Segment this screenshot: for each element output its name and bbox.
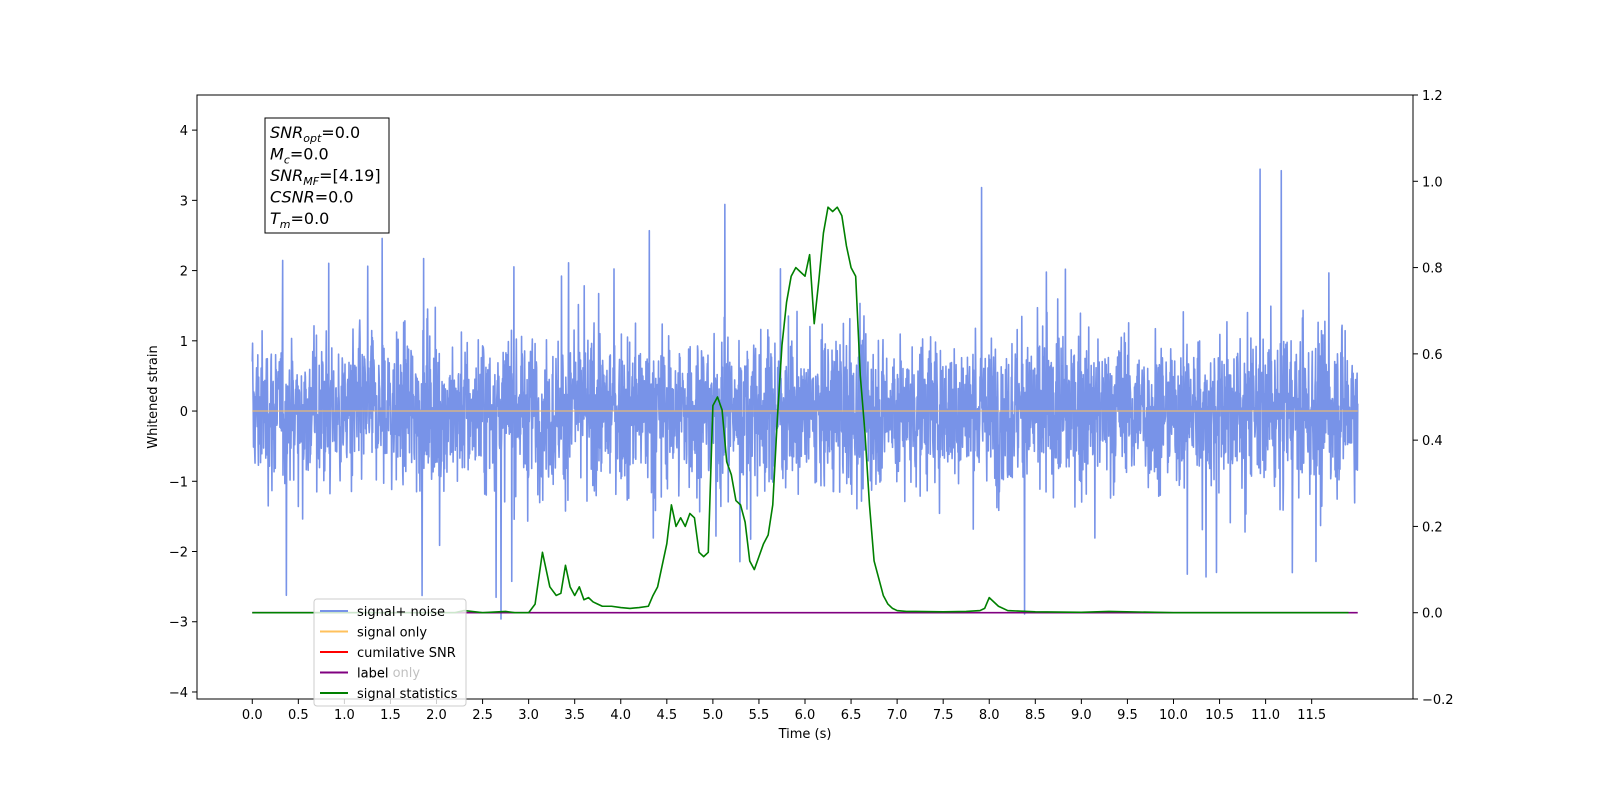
x-tick-label: 0.0 [242, 708, 263, 723]
legend-entry: signal+ noise [357, 605, 445, 620]
x-tick-label: 5.0 [703, 708, 724, 723]
legend-underlying-text: label only [357, 666, 420, 681]
legend-entry: signal statistics [357, 687, 458, 702]
x-tick-label: 0.5 [288, 708, 309, 723]
left-y-axis-label: Whitened strain [146, 345, 161, 448]
right-y-tick-label: 0.4 [1422, 434, 1443, 449]
left-y-tick-label: 3 [180, 194, 188, 209]
series-line-signal-statistics [252, 206, 1349, 614]
right-y-tick-label: 0.6 [1422, 348, 1443, 363]
x-tick-label: 9.5 [1117, 708, 1138, 723]
x-axis-label: Time (s) [778, 727, 832, 742]
stats-line: Tm=0.0 [270, 209, 329, 231]
x-tick-label: 1.0 [334, 708, 355, 723]
x-tick-label: 10.5 [1205, 708, 1234, 723]
left-y-tick-label: 0 [180, 405, 188, 420]
x-tick-label: 4.0 [610, 708, 631, 723]
series-signal-noise [251, 168, 1359, 620]
right-y-tick-label: 0.0 [1422, 607, 1443, 622]
stats-line: CSNR=0.0 [270, 188, 354, 207]
legend-entry: signal only [357, 626, 427, 641]
x-tick-label: 9.0 [1071, 708, 1092, 723]
stats-line: SNRopt=0.0 [270, 123, 360, 145]
left-y-tick-label: 2 [180, 265, 188, 280]
left-y-tick-label: 1 [180, 335, 188, 350]
x-tick-label: 6.0 [795, 708, 816, 723]
right-y-tick-label: 1.2 [1422, 89, 1443, 104]
x-tick-label: 8.5 [1025, 708, 1046, 723]
x-tick-label: 7.5 [933, 708, 954, 723]
x-tick-label: 2.5 [472, 708, 493, 723]
left-y-tick-label: −4 [169, 686, 188, 701]
x-tick-label: 11.0 [1251, 708, 1280, 723]
x-tick-label: 10.0 [1159, 708, 1188, 723]
legend-entry: cumilative SNR [357, 646, 456, 661]
x-tick-label: 3.0 [518, 708, 539, 723]
right-y-tick-label: 1.0 [1422, 175, 1443, 190]
x-tick-label: 3.5 [564, 708, 585, 723]
right-y-axis: −0.2 0.0 0.2 0.4 0.6 0.8 1.0 1.2 [1413, 89, 1454, 708]
left-y-tick-label: −1 [169, 475, 188, 490]
right-y-tick-label: 0.8 [1422, 262, 1443, 277]
series-line-signal-noise [251, 168, 1359, 620]
stats-box-frame [264, 117, 390, 234]
legend: label only signal+ noise signal only cumil… [313, 598, 467, 707]
right-y-tick-label: −0.2 [1422, 693, 1454, 708]
x-tick-label: 11.5 [1297, 708, 1326, 723]
left-y-tick-label: 4 [180, 124, 188, 139]
stats-line: Mc=0.0 [270, 145, 329, 167]
right-y-tick-label: 0.2 [1422, 520, 1443, 535]
x-tick-label: 7.0 [887, 708, 908, 723]
stats-line: SNRMF=[4.19] [270, 166, 381, 188]
x-tick-label: 2.0 [426, 708, 447, 723]
x-tick-label: 5.5 [749, 708, 770, 723]
x-tick-label: 4.5 [656, 708, 677, 723]
left-y-axis: −4 −3 −2 −1 0 1 2 3 4 [169, 124, 197, 701]
x-axis: 0.0 0.5 1.0 1.5 2.0 2.5 3.0 3.5 4.0 4.5 5.0 5.5 6.0 6… [242, 699, 1326, 723]
x-tick-label: 8.0 [979, 708, 1000, 723]
legend-frame [313, 598, 467, 707]
left-y-tick-label: −2 [169, 546, 188, 561]
x-tick-label: 1.5 [380, 708, 401, 723]
legend-entry: label [357, 667, 388, 682]
x-tick-label: 6.5 [841, 708, 862, 723]
left-y-tick-label: −3 [169, 616, 188, 631]
